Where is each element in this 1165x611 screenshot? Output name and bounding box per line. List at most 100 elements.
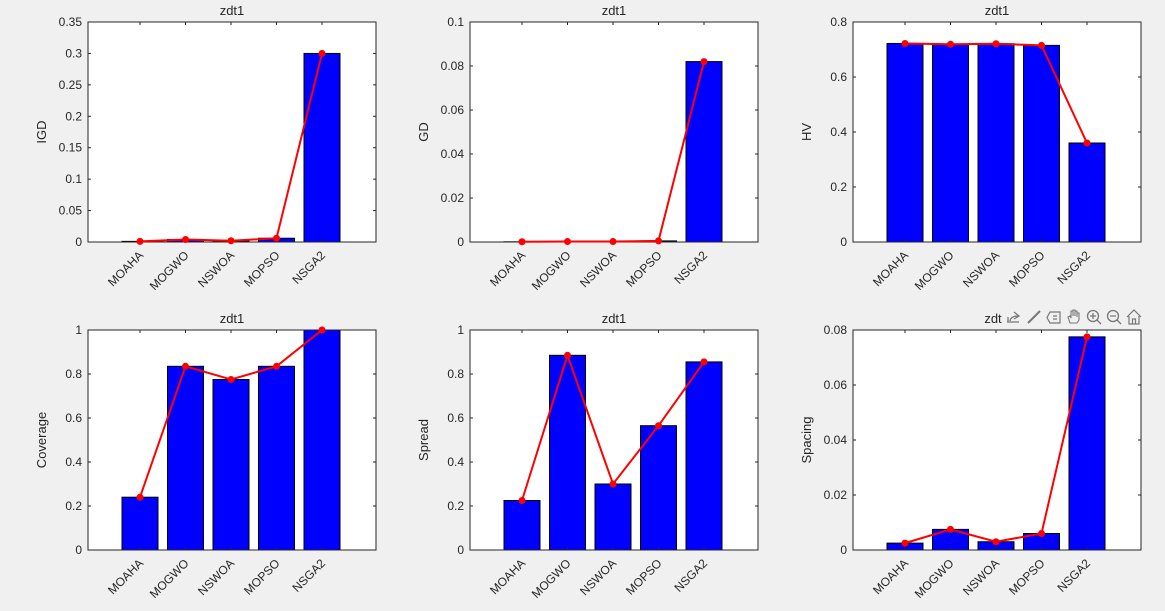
y-tick-label: 0.1 xyxy=(447,15,464,29)
y-tick-label: 0.6 xyxy=(447,411,464,425)
series-marker xyxy=(1083,333,1091,341)
y-tick-label: 0.04 xyxy=(441,147,465,161)
bar xyxy=(167,365,204,551)
series-marker xyxy=(901,39,909,47)
series-marker xyxy=(227,376,235,383)
x-tick-label: MOGWO xyxy=(147,556,192,601)
chart-gd: 0 0.02 0.04 0.06 0.08 0.1 MOAHA MOGWO NSWOA MOPSO… xyxy=(416,3,759,293)
series-marker xyxy=(655,422,662,430)
bar xyxy=(303,52,341,243)
y-tick-label: 0.2 xyxy=(830,180,847,194)
x-tick-label: NSWOA xyxy=(577,556,619,598)
y-axis-label: Spacing xyxy=(799,417,814,464)
y-tick-label: 0.2 xyxy=(65,499,82,513)
series-marker xyxy=(318,326,326,334)
series-marker xyxy=(992,40,1000,48)
series-marker xyxy=(273,362,280,370)
x-tick-label: MOPSO xyxy=(1006,248,1047,289)
data-tips-icon[interactable] xyxy=(1046,311,1061,324)
y-tick-label: 0.08 xyxy=(441,59,465,73)
y-tick-label: 0.2 xyxy=(447,499,464,513)
bar xyxy=(1068,142,1106,243)
series-marker xyxy=(1038,41,1045,49)
series-marker xyxy=(518,497,526,504)
x-tick-label: NSWOA xyxy=(960,248,1002,290)
y-tick-label: 0.02 xyxy=(441,191,465,205)
y-tick-label: 0 xyxy=(457,543,464,557)
y-tick-label: 0 xyxy=(840,543,847,557)
series-marker xyxy=(947,525,954,533)
axes-box xyxy=(87,329,377,551)
x-tick-label: NSGA2 xyxy=(289,248,328,287)
export-icon[interactable] xyxy=(1007,311,1021,323)
axes-box xyxy=(469,329,759,551)
series-marker xyxy=(182,362,189,370)
y-tick-label: 0.4 xyxy=(447,455,464,469)
bar xyxy=(258,365,295,551)
y-tick-label: 0.1 xyxy=(65,172,82,186)
y-axis-label: Spread xyxy=(416,419,431,461)
home-icon[interactable] xyxy=(1126,309,1142,325)
x-tick-label: MOPSO xyxy=(241,248,282,289)
series-marker xyxy=(655,237,662,245)
series-marker xyxy=(136,237,144,245)
y-axis-label: HV xyxy=(799,123,814,141)
bar xyxy=(886,42,924,243)
y-axis-label: Coverage xyxy=(34,412,49,468)
chart-igd: 0 0.05 0.1 0.15 0.2 0.25 0.3 0.35 MOAHA MOGWO NSWO… xyxy=(34,3,377,293)
bar xyxy=(594,483,632,551)
pan-icon[interactable] xyxy=(1067,309,1080,324)
series-marker xyxy=(700,58,708,66)
bar xyxy=(1068,336,1106,551)
x-tick-label: MOAHA xyxy=(487,556,528,597)
y-tick-label: 0.6 xyxy=(830,70,847,84)
y-tick-label: 0.8 xyxy=(65,367,82,381)
zoom-in-icon[interactable] xyxy=(1086,309,1102,325)
x-tick-label: MOPSO xyxy=(623,556,664,597)
bar xyxy=(212,379,250,551)
series-marker xyxy=(318,49,326,57)
x-tick-label: NSGA2 xyxy=(289,556,328,595)
chart-spacing: 0 0.02 0.04 0.06 0.08 MOAHA MOGWO NSWOA MOPSO NSG… xyxy=(799,311,1142,601)
axes-toolbar xyxy=(1007,309,1142,325)
chart-title: zdt1 xyxy=(220,311,245,326)
bar xyxy=(685,61,723,243)
x-tick-label: MOPSO xyxy=(241,556,282,597)
bar xyxy=(549,354,586,551)
x-tick-label: MOGWO xyxy=(529,248,574,293)
zoom-out-icon[interactable] xyxy=(1106,309,1122,325)
x-tick-label: MOGWO xyxy=(147,248,192,293)
series-marker xyxy=(227,237,235,245)
y-tick-label: 0.35 xyxy=(59,15,83,29)
y-tick-label: 0.4 xyxy=(830,125,847,139)
series-marker xyxy=(609,238,617,246)
series-marker xyxy=(1038,530,1045,537)
bar xyxy=(977,43,1015,243)
chart-title: zdt xyxy=(984,311,1002,326)
x-tick-label: NSWOA xyxy=(960,556,1002,598)
bar xyxy=(503,500,541,551)
chart-title: zdt1 xyxy=(220,3,245,18)
x-tick-label: MOPSO xyxy=(623,248,664,289)
x-tick-label: MOAHA xyxy=(870,556,911,597)
x-tick-label: MOPSO xyxy=(1006,556,1047,597)
x-tick-label: MOGWO xyxy=(529,556,574,601)
x-tick-label: MOGWO xyxy=(912,248,957,293)
y-tick-label: 0.6 xyxy=(65,411,82,425)
chart-hv: 0 0.2 0.4 0.6 0.8 MOAHA MOGWO NSWOA MOPSO NSGA2 zd… xyxy=(799,3,1142,293)
series-marker xyxy=(564,238,571,246)
chart-spread: 0 0.2 0.4 0.6 0.8 1 MOAHA MOGWO NSWOA MOPSO NSGA2 z… xyxy=(416,311,759,601)
brush-icon[interactable] xyxy=(1027,310,1041,324)
bar xyxy=(121,496,159,551)
y-tick-label: 0.8 xyxy=(830,15,847,29)
bar xyxy=(303,329,341,551)
x-tick-label: MOAHA xyxy=(870,248,911,289)
x-tick-label: NSGA2 xyxy=(671,248,710,287)
x-tick-label: MOAHA xyxy=(487,248,528,289)
x-tick-label: NSGA2 xyxy=(1054,248,1093,287)
bar xyxy=(1023,44,1060,243)
y-tick-label: 1 xyxy=(75,323,82,337)
bar xyxy=(932,43,969,243)
x-tick-label: MOGWO xyxy=(912,556,957,601)
y-tick-label: 0.15 xyxy=(59,141,83,155)
